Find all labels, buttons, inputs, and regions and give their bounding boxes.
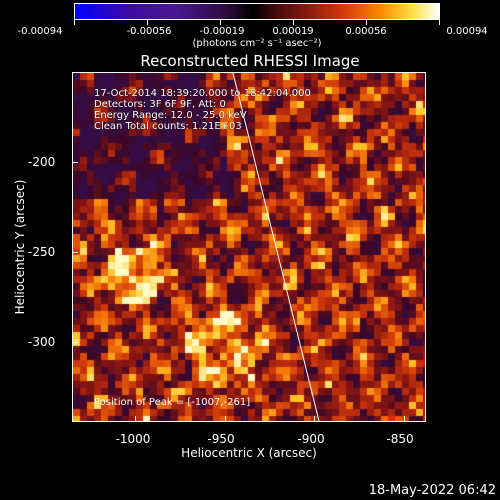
colorbar-label: 0.00019 [272, 26, 314, 37]
peak-position: Position of Peak = [-1007,-261] [94, 397, 251, 408]
info-total-counts: Clean Total counts: 1.21E+03 [94, 121, 242, 132]
colorbar-tick [293, 20, 294, 25]
y-tick-mark [72, 252, 78, 253]
x-tick-mark [135, 416, 136, 422]
y-tick-mark [72, 342, 78, 343]
y-tick-label: -200 [28, 155, 56, 169]
y-tick-label: -250 [28, 245, 56, 259]
colorbar-label: 0.00094 [446, 26, 488, 37]
x-axis-label: Heliocentric X (arcsec) [181, 446, 317, 460]
flux-image [73, 73, 425, 421]
x-tick-mark [225, 416, 226, 422]
image-title: Reconstructed RHESSI Image [140, 52, 360, 70]
colorbar-units: (photons cm⁻² s⁻¹ asec⁻²) [192, 38, 322, 49]
image-panel: 17-Oct-2014 18:39:20.000 to 18:42:04.000… [72, 72, 426, 422]
colorbar-tick [147, 20, 148, 25]
colorbar-label: -0.00019 [199, 26, 245, 37]
colorbar-tick [366, 20, 367, 25]
y-tick-mark [72, 162, 78, 163]
timestamp: 18-May-2022 06:42 [368, 483, 496, 498]
x-tick-label: -1000 [115, 432, 151, 446]
info-energy-range: Energy Range: 12.0 - 25.0 keV [94, 110, 247, 121]
colorbar-label: 0.00056 [345, 26, 387, 37]
colorbar-label: -0.00094 [17, 26, 63, 37]
colorbar-tick [74, 20, 75, 25]
x-tick-label: -850 [386, 432, 414, 446]
colorbar-label: -0.00056 [126, 26, 172, 37]
colorbar-tick [439, 20, 440, 25]
colorbar [74, 3, 440, 20]
x-tick-label: -950 [207, 432, 235, 446]
y-tick-label: -300 [28, 335, 56, 349]
y-axis-label: Heliocentric Y (arcsec) [13, 179, 27, 315]
x-tick-label: -900 [297, 432, 325, 446]
colorbar-tick [220, 20, 221, 25]
info-detectors: Detectors: 3F 6F 9F, Att: 0 [94, 99, 226, 110]
info-time-range: 17-Oct-2014 18:39:20.000 to 18:42:04.000 [94, 88, 311, 99]
solar-limb-line [232, 73, 320, 421]
x-tick-mark [404, 416, 405, 422]
x-tick-mark [314, 416, 315, 422]
